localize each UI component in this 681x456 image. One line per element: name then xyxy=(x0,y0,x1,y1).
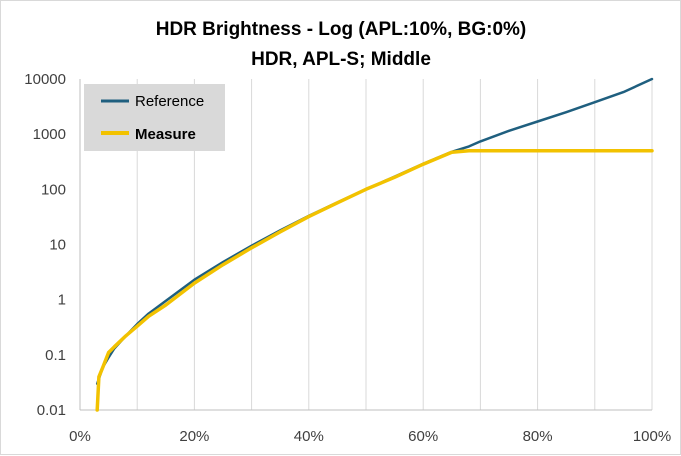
x-tick-label: 60% xyxy=(408,428,438,445)
x-tick-label: 100% xyxy=(633,428,671,445)
x-tick-label: 0% xyxy=(69,428,91,445)
legend-background xyxy=(84,84,225,151)
legend-label-reference: Reference xyxy=(135,93,204,110)
y-tick-label: 10000 xyxy=(24,71,66,88)
y-tick-label: 0.01 xyxy=(37,402,66,419)
y-tick-label: 1000 xyxy=(33,126,66,143)
chart-title: HDR Brightness - Log (APL:10%, BG:0%) xyxy=(156,19,527,40)
y-tick-label: 1 xyxy=(58,292,66,309)
axis-ticks: 0% 20% 40% 60% 80% 100% 0.01 0.1 1 10 100 1000 10000 xyxy=(24,71,671,445)
y-tick-label: 100 xyxy=(41,181,66,198)
legend: Reference Measure xyxy=(84,84,225,151)
legend-label-measure: Measure xyxy=(135,126,196,143)
x-tick-label: 80% xyxy=(523,428,553,445)
y-tick-label: 10 xyxy=(49,237,66,254)
plot-lines xyxy=(95,77,654,412)
series-line-measure xyxy=(95,149,654,412)
x-tick-label: 20% xyxy=(179,428,209,445)
chart-subtitle: HDR, APL-S; Middle xyxy=(251,49,431,70)
x-tick-label: 40% xyxy=(294,428,324,445)
y-tick-label: 0.1 xyxy=(45,347,66,364)
